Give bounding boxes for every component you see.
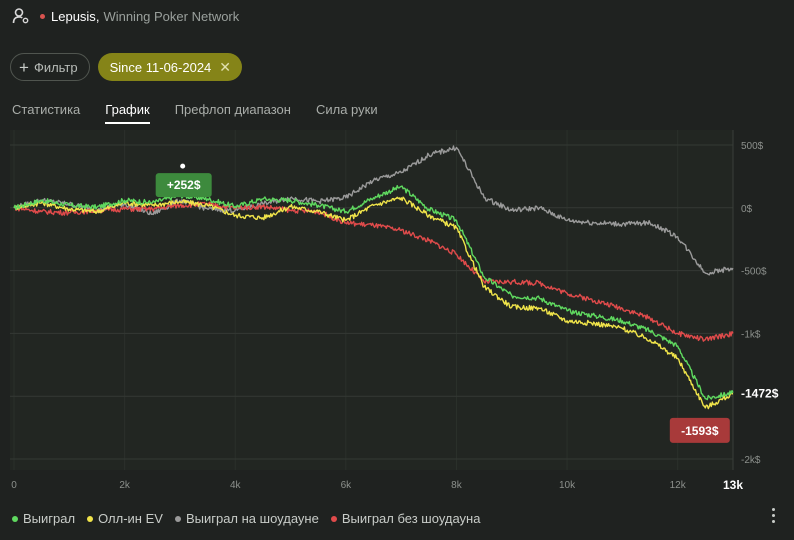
legend-dot-won [12,515,18,522]
y-tick-label: -1k$ [741,329,761,340]
series-line-allin-ev[interactable] [13,196,734,410]
filter-button-label: Фильтр [33,59,78,75]
legend-item-allin-ev[interactable]: Олл-ин EV [87,511,163,526]
tab-bar: Статистика График Префлоп диапазон Сила … [12,102,403,124]
legend-label-allin-ev: Олл-ин EV [98,511,163,526]
max-point-marker [180,163,186,169]
chart-area[interactable]: 500$ 0$ -500$ -1k$ -2k$ 0 2k 4k 6k 8k 10k 12k 13k +25… [0,130,794,500]
x-tick-label: 2k [119,480,131,491]
end-value-label: -1472$ [741,387,779,401]
date-filter-chip[interactable]: Since 11-06-2024 ✕ [97,53,243,81]
y-tick-label: 500$ [741,141,764,152]
status-dot [40,13,45,19]
y-tick-label: -2k$ [741,455,761,466]
y-tick-label: 0$ [741,204,753,215]
x-tick-label: 8k [451,480,463,491]
max-label-badge [155,173,212,198]
y-tick-label: -500$ [741,267,767,278]
tab-hand-strength[interactable]: Сила руки [315,102,378,117]
plot-background [10,130,733,470]
filter-bar: + Фильтр Since 11-06-2024 ✕ [10,53,243,81]
x-tick-label: 6k [341,480,353,491]
legend-label-showdown: Выиграл на шоудауне [185,511,319,526]
player-name[interactable]: Lepusis [51,8,96,24]
min-label-text: -1593$ [681,424,719,438]
tab-preflop-range[interactable]: Префлоп диапазон [174,102,291,117]
close-icon[interactable]: ✕ [219,58,232,75]
network-name: Winning Poker Network [103,8,240,24]
legend-dot-allin-ev [87,515,94,522]
filter-button[interactable]: + Фильтр [10,53,90,81]
legend-item-showdown[interactable]: Выиграл на шоудауне [174,511,319,526]
legend: Выиграл Олл-ин EV Выиграл на шоудауне Вы… [12,511,492,526]
legend-item-non-showdown[interactable]: Выиграл без шоудауна [330,511,481,526]
user-settings-icon[interactable] [12,7,30,25]
x-end-label: 13k [723,478,743,492]
legend-label-won: Выиграл [23,511,76,526]
legend-dot-non-showdown [330,515,337,522]
profit-chart[interactable]: 500$ 0$ -500$ -1k$ -2k$ 0 2k 4k 6k 8k 10k 12k 13k +25… [0,130,794,500]
legend-dot-showdown [174,515,181,522]
header: Lepusis , Winning Poker Network [12,6,239,26]
tab-statistics[interactable]: Статистика [12,102,81,117]
max-label-text: +252$ [167,178,201,192]
more-options-icon[interactable] [772,508,776,523]
date-filter-label: Since 11-06-2024 [109,59,212,75]
x-tick-label: 0 [11,480,17,491]
header-separator: , [95,8,100,24]
x-tick-label: 4k [230,480,242,491]
legend-item-won[interactable]: Выиграл [12,511,75,526]
legend-label-non-showdown: Выиграл без шоудауна [341,511,481,526]
plus-icon: + [19,57,29,77]
x-tick-label: 12k [670,480,687,491]
series-line-won[interactable] [13,185,734,401]
tab-graph[interactable]: График [105,102,150,124]
min-label-badge [669,417,730,443]
series-line-non-showdown[interactable] [13,201,734,342]
x-tick-label: 10k [559,480,576,491]
